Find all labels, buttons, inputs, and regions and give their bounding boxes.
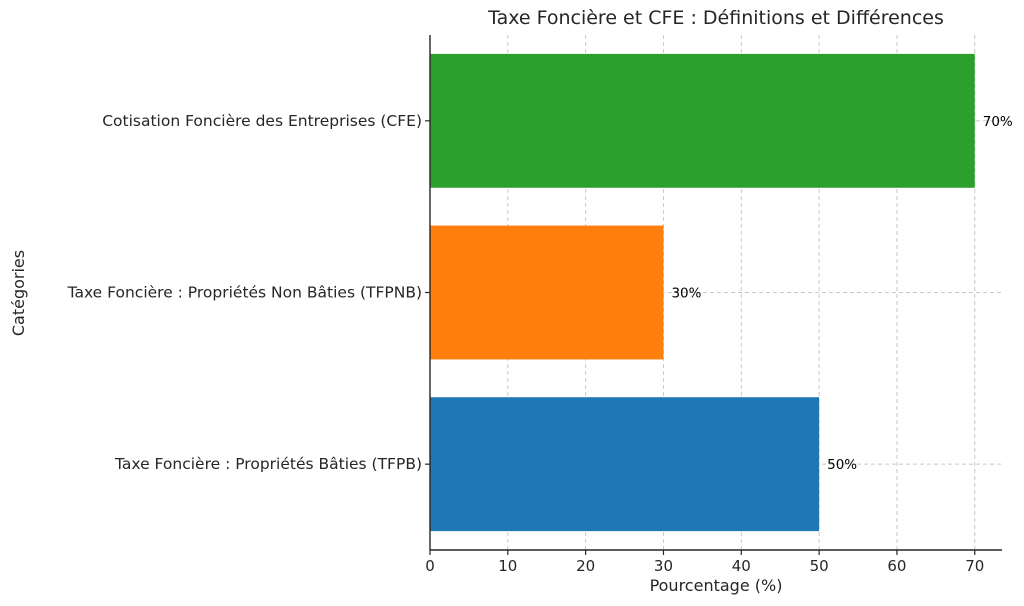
y-axis-label: Catégories [9,250,28,336]
data-label: 30% [671,286,701,302]
labels-layer: 50% 30% 70% 0 10 20 30 40 50 60 70 Taxe Foncière : … [67,112,1013,575]
bars-layer [430,53,975,532]
category-label: Taxe Foncière : Propriétés Bâties (TFPB) [114,455,422,473]
x-tick-label: 70 [965,557,984,575]
x-tick-label: 20 [576,557,595,575]
bar [430,53,975,188]
category-label: Taxe Foncière : Propriétés Non Bâties (T… [67,284,422,302]
x-tick-label: 40 [732,557,751,575]
chart-title: Taxe Foncière et CFE : Définitions et Di… [487,7,944,29]
data-label: 70% [983,114,1013,130]
x-tick-label: 30 [654,557,673,575]
axes-layer [425,35,1002,555]
x-tick-label: 10 [498,557,517,575]
category-label: Cotisation Foncière des Entreprises (CFE… [102,112,422,130]
bar [430,397,820,532]
x-axis-label: Pourcentage (%) [650,576,783,595]
x-tick-label: 0 [425,557,435,575]
x-tick-label: 50 [810,557,829,575]
x-tick-label: 60 [887,557,906,575]
data-label: 50% [827,457,857,473]
bar [430,225,664,360]
